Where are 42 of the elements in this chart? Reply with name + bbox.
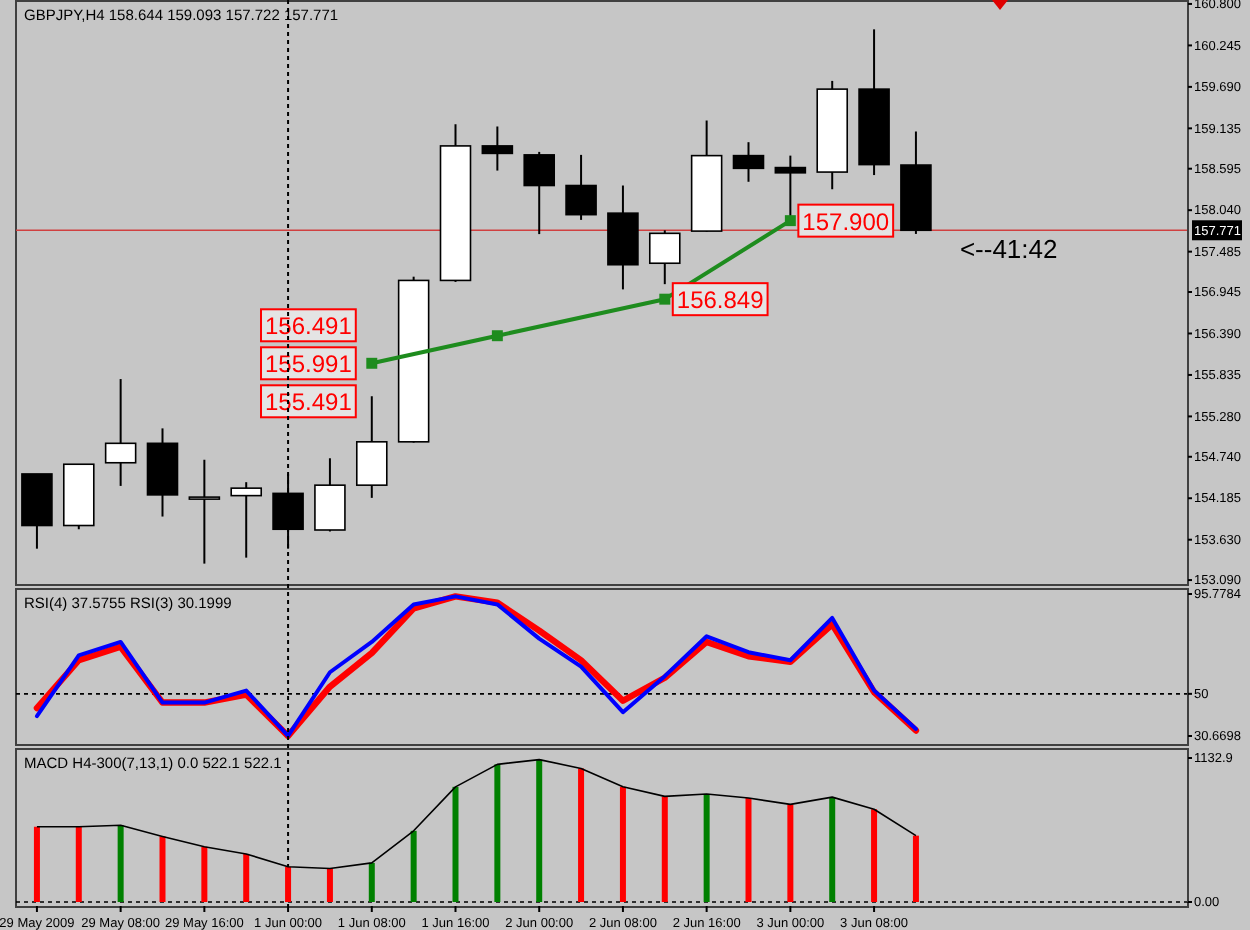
annotation: 156.491 — [265, 312, 353, 341]
point — [784, 215, 796, 227]
bar — [787, 804, 794, 902]
annotation: 155.491 — [265, 388, 353, 417]
point — [491, 330, 503, 342]
candlestick — [732, 141, 765, 183]
bar — [703, 793, 710, 902]
annotation: <--41:42 — [959, 234, 1058, 265]
bar — [745, 798, 752, 902]
bar — [117, 825, 124, 902]
bar — [871, 809, 878, 902]
candlestick — [565, 153, 597, 221]
candlestick — [230, 481, 263, 559]
bar — [33, 826, 40, 902]
candlestick — [648, 229, 681, 286]
point — [366, 357, 378, 369]
bar — [410, 830, 417, 902]
point — [659, 293, 671, 305]
candlestick — [314, 457, 346, 533]
candlestick — [188, 458, 221, 565]
bar — [494, 764, 501, 902]
bar — [829, 797, 836, 902]
candlestick — [523, 150, 556, 236]
annotation: 157.900 — [802, 207, 890, 236]
bar — [619, 786, 626, 902]
candlestick — [481, 125, 514, 172]
bar — [661, 796, 668, 902]
annotation: 155.991 — [265, 350, 353, 379]
bar — [285, 866, 292, 902]
bar — [159, 836, 166, 902]
candlestick — [355, 395, 388, 499]
bar — [578, 768, 585, 902]
candlestick — [104, 378, 137, 487]
bar — [452, 786, 459, 902]
bar — [201, 846, 208, 902]
bar — [912, 835, 919, 902]
annotation: 156.849 — [676, 286, 765, 315]
bar — [243, 853, 250, 902]
bar — [536, 759, 543, 902]
bar — [75, 826, 82, 902]
bar — [326, 868, 333, 902]
bar — [368, 862, 375, 902]
